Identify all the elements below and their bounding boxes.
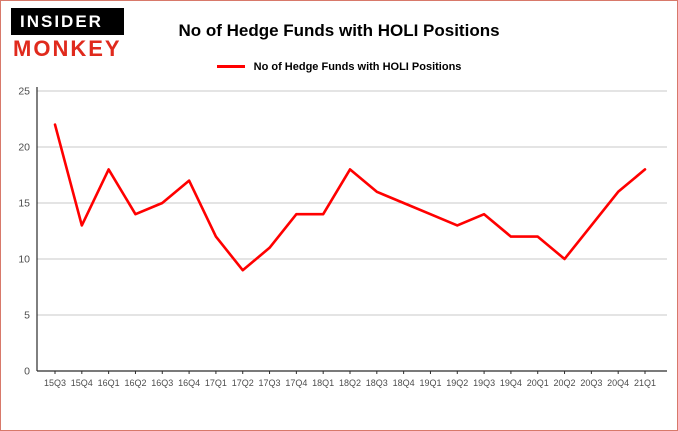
- x-tick-label: 18Q4: [393, 378, 415, 388]
- x-tick-label: 21Q1: [634, 378, 656, 388]
- x-tick-label: 16Q4: [178, 378, 200, 388]
- x-tick-label: 19Q2: [446, 378, 468, 388]
- x-tick-label: 19Q1: [419, 378, 441, 388]
- x-tick-label: 15Q3: [44, 378, 66, 388]
- y-tick-label: 5: [24, 310, 30, 322]
- logo-insider-text: INSIDER: [11, 8, 124, 35]
- x-tick-label: 18Q2: [339, 378, 361, 388]
- y-tick-label: 0: [24, 366, 30, 378]
- x-tick-label: 17Q2: [232, 378, 254, 388]
- y-tick-label: 20: [18, 142, 30, 154]
- x-tick-label: 20Q3: [580, 378, 602, 388]
- x-tick-label: 16Q2: [124, 378, 146, 388]
- x-tick-label: 20Q1: [527, 378, 549, 388]
- hedge-funds-line-chart: 0 5 10 15 20 25 15Q3 15Q4 16Q1 16Q2 16Q3 16Q4 17Q1 17…: [18, 86, 667, 388]
- insider-monkey-logo: INSIDER MONKEY: [11, 8, 124, 62]
- chart-legend: No of Hedge Funds with HOLI Positions: [1, 61, 677, 73]
- x-tick-label: 20Q2: [554, 378, 576, 388]
- x-tick-label: 16Q1: [98, 378, 120, 388]
- x-tick-label: 17Q3: [259, 378, 281, 388]
- legend-line-swatch-icon: [216, 64, 245, 68]
- x-tick-label: 17Q1: [205, 378, 227, 388]
- x-tick-label: 18Q1: [312, 378, 334, 388]
- x-tick-label: 16Q3: [151, 378, 173, 388]
- chart-area: 0 5 10 15 20 25 15Q3 15Q4 16Q1 16Q2 16Q3 16Q4 17Q1 17…: [1, 79, 677, 429]
- data-series-line: [53, 123, 647, 272]
- x-tick-label: 19Q4: [500, 378, 522, 388]
- y-tick-label: 10: [18, 254, 30, 266]
- x-tick-label: 19Q3: [473, 378, 495, 388]
- x-tick-label: 17Q4: [285, 378, 307, 388]
- x-tick-label: 20Q4: [607, 378, 629, 388]
- y-tick-label: 25: [18, 86, 30, 98]
- x-tick-label: 15Q4: [71, 378, 93, 388]
- x-tick-label: 18Q3: [366, 378, 388, 388]
- legend-label: No of Hedge Funds with HOLI Positions: [253, 61, 462, 74]
- y-tick-label: 15: [18, 198, 30, 210]
- page-title: No of Hedge Funds with HOLI Positions: [178, 21, 500, 40]
- logo-monkey-text: MONKEY: [13, 36, 122, 61]
